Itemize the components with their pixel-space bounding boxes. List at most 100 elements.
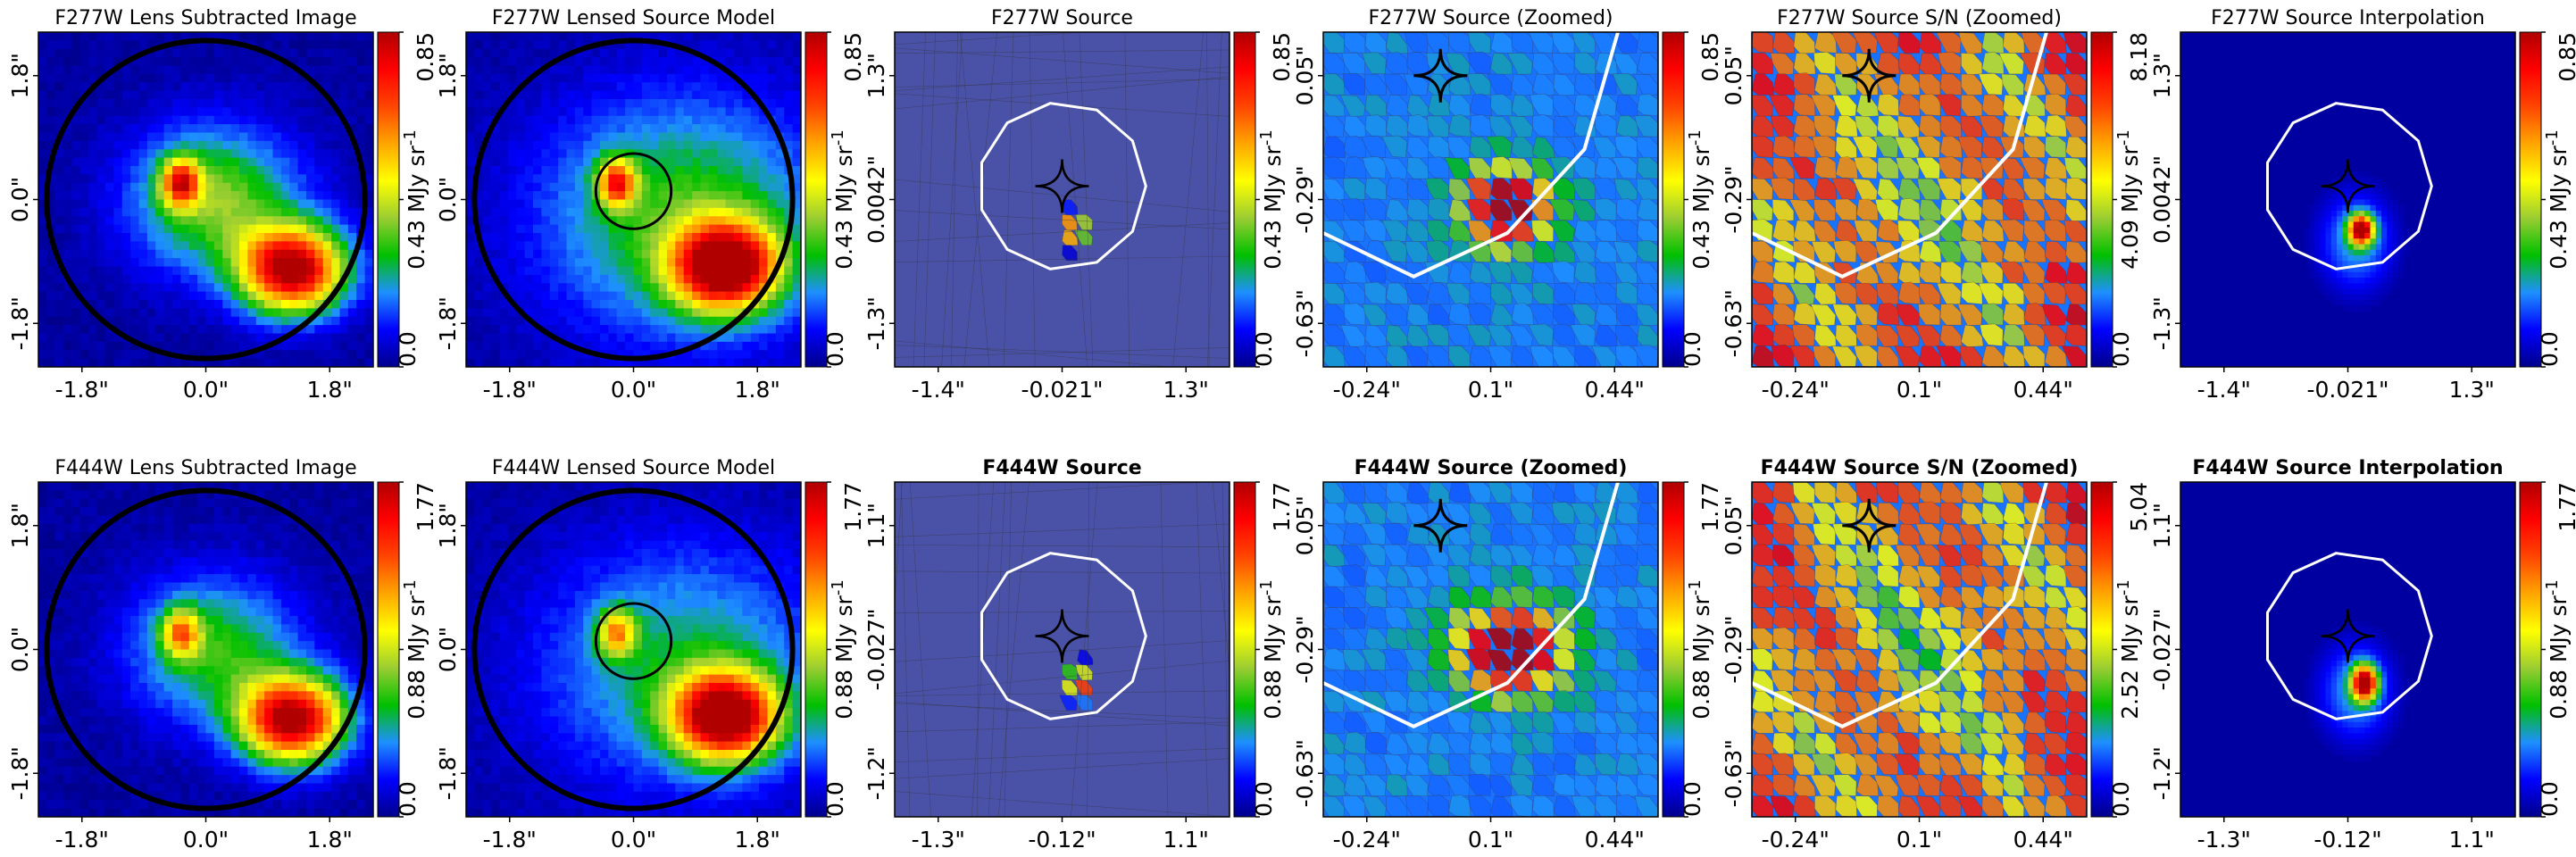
heatmap-cell (2375, 255, 2382, 262)
heatmap-cell (608, 174, 618, 184)
heatmap-cell (2359, 271, 2365, 279)
voronoi-edge (895, 179, 1230, 212)
heatmap-cell (2347, 244, 2355, 251)
heatmap-cell (297, 258, 307, 267)
heatmap-cell (2314, 211, 2321, 217)
heatmap-cell (717, 140, 727, 150)
heatmap-cell (280, 216, 290, 226)
heatmap-cell (289, 266, 299, 276)
heatmap-cell (466, 132, 475, 142)
heatmap-cell (641, 224, 651, 234)
heatmap-cell (625, 174, 634, 184)
heatmap-cell (38, 174, 47, 184)
heatmap-cell (138, 716, 148, 726)
heatmap-cell (491, 82, 500, 92)
heatmap-cell (507, 132, 517, 142)
critical-curve (594, 152, 673, 230)
heatmap-cell (364, 157, 373, 167)
heatmap-cell (2381, 211, 2388, 217)
heatmap-cell (717, 300, 727, 309)
heatmap-cell (683, 90, 693, 100)
heatmap-cell (533, 350, 542, 360)
heatmap-cell (88, 199, 98, 209)
heatmap-cell (322, 140, 332, 150)
heatmap-cell (105, 532, 114, 542)
colorbar-tick-label: 0.0 (395, 331, 421, 367)
voronoi-cell (1998, 219, 2025, 242)
heatmap-cell (79, 73, 89, 83)
heatmap-cell (356, 140, 366, 150)
heatmap-cell (784, 115, 794, 125)
heatmap-cell (121, 325, 131, 334)
heatmap-cell (213, 350, 223, 360)
heatmap-cell (650, 57, 660, 66)
heatmap-cell (146, 565, 156, 575)
heatmap-cell (566, 132, 576, 142)
heatmap-cell (96, 358, 106, 367)
heatmap-cell (2320, 271, 2326, 279)
voronoi-cell (1511, 220, 1534, 243)
heatmap-cell (46, 283, 56, 293)
heatmap-cell (96, 241, 106, 251)
heatmap-cell (759, 132, 768, 142)
heatmap-cell (625, 107, 634, 117)
heatmap-cell (197, 300, 206, 309)
heatmap-cell (675, 207, 685, 217)
heatmap-cell (79, 124, 89, 133)
heatmap-cell (105, 540, 114, 550)
heatmap-cell (88, 40, 98, 50)
heatmap-cell (734, 333, 743, 343)
heatmap-cell (213, 207, 223, 217)
heatmap-cell (188, 132, 198, 142)
heatmap-cell (88, 582, 98, 592)
heatmap-cell (239, 316, 248, 326)
heatmap-cell (197, 350, 206, 360)
heatmap-cell (38, 532, 47, 542)
heatmap-cell (255, 57, 265, 66)
heatmap-cell (155, 540, 165, 550)
heatmap-cell (633, 199, 643, 209)
heatmap-cell (314, 174, 324, 184)
heatmap-cell (264, 266, 273, 276)
heatmap-cell (650, 283, 660, 293)
x-tick-label: 1.8" (307, 377, 353, 403)
heatmap-cell (792, 132, 801, 142)
heatmap-cell (616, 224, 626, 234)
heatmap-cell (163, 624, 173, 634)
voronoi-edge (895, 255, 1230, 262)
heatmap-cell (38, 199, 47, 209)
heatmap-cell (516, 90, 526, 100)
heatmap-cell (533, 308, 542, 318)
heatmap-cell (625, 65, 634, 75)
heatmap-cell (775, 107, 785, 117)
voronoi-cell (1385, 177, 1409, 200)
heatmap-cell (608, 82, 618, 92)
heatmap-cell (625, 90, 634, 100)
voronoi-cell (1530, 157, 1555, 180)
heatmap-cell (172, 241, 181, 251)
heatmap-cell (38, 149, 47, 159)
heatmap-cell (474, 258, 484, 267)
heatmap-cell (734, 341, 743, 351)
heatmap-cell (331, 233, 340, 242)
heatmap-cell (163, 758, 173, 768)
heatmap-cell (2337, 221, 2343, 229)
heatmap-cell (113, 808, 123, 817)
heatmap-cell (130, 48, 139, 58)
x-tick-label: -0.24" (1333, 377, 1401, 403)
heatmap-cell (146, 166, 156, 175)
heatmap-cell (792, 140, 801, 150)
heatmap-cell (692, 132, 701, 142)
heatmap-cell (255, 107, 265, 117)
heatmap-cell (650, 82, 660, 92)
colorbar (377, 31, 400, 368)
heatmap-cell (507, 258, 517, 267)
heatmap-cell (163, 249, 173, 259)
heatmap-cell (96, 233, 106, 242)
heatmap-cell (54, 140, 64, 150)
heatmap-cell (541, 191, 551, 200)
voronoi-cell (1637, 239, 1658, 263)
heatmap-cell (566, 266, 576, 276)
heatmap-cell (491, 65, 500, 75)
heatmap-cell (2347, 238, 2355, 245)
